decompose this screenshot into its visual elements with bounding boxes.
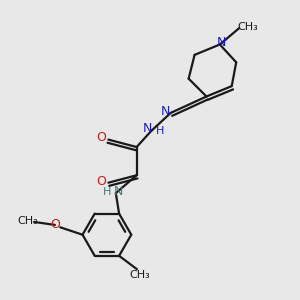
Text: CH₃: CH₃ — [129, 270, 150, 280]
Text: N: N — [143, 122, 153, 135]
Text: N: N — [113, 185, 123, 198]
Text: H: H — [103, 187, 112, 196]
Text: O: O — [50, 218, 60, 231]
Text: O: O — [96, 175, 106, 188]
Text: O: O — [96, 131, 106, 144]
Text: N: N — [161, 105, 170, 118]
Text: CH₃: CH₃ — [237, 22, 258, 32]
Text: N: N — [217, 37, 226, 50]
Text: H: H — [156, 126, 164, 136]
Text: CH₃: CH₃ — [17, 216, 38, 226]
